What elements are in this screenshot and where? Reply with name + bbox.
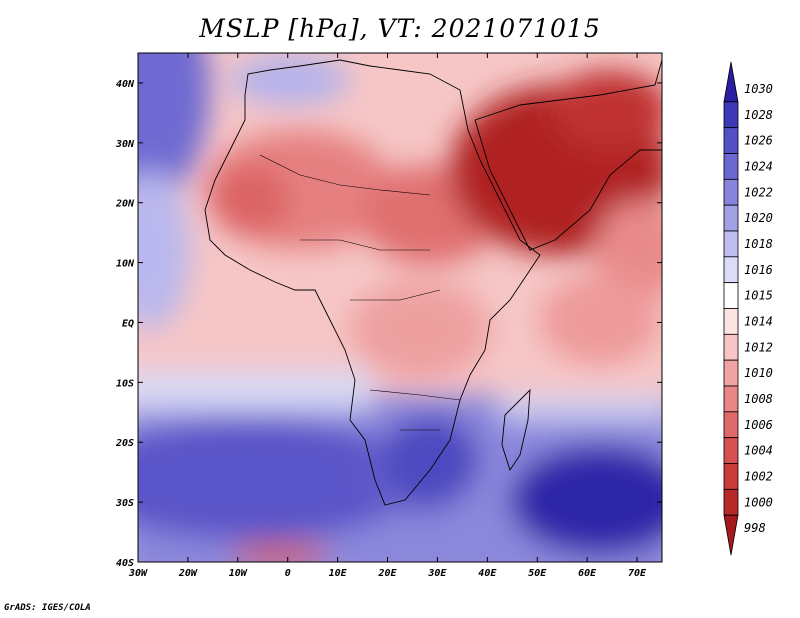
colorbar-swatch <box>723 308 739 335</box>
africa-coast <box>204 59 541 506</box>
lat-label: 40N <box>116 79 135 90</box>
lon-label: 20W <box>178 568 198 579</box>
pressure-field <box>138 53 662 562</box>
lon-label: 70E <box>628 568 647 579</box>
colorbar-swatch <box>723 359 739 387</box>
lon-label: 30E <box>427 568 447 579</box>
lon-label: 50E <box>528 568 547 579</box>
colorbar-swatch <box>723 230 739 258</box>
colorbar-label: 1030 <box>744 82 773 96</box>
map-title: MSLP [hPa], VT: 2021071015 <box>199 14 601 43</box>
coastlines <box>204 59 662 506</box>
colorbar-label: 1008 <box>744 392 773 406</box>
lon-label: 60E <box>578 568 597 579</box>
colorbar-label: 1028 <box>744 108 773 122</box>
lon-label: 10W <box>229 568 248 579</box>
lat-label: 30S <box>115 498 134 509</box>
colorbar-label: 1026 <box>744 134 773 148</box>
colorbar-label: 1000 <box>744 495 773 509</box>
colorbar-label: 1018 <box>744 237 773 251</box>
colorbar-label: 1024 <box>744 159 773 173</box>
colorbar-swatch <box>723 61 739 103</box>
lat-label: 10S <box>116 378 134 389</box>
colorbar-swatch <box>723 385 739 413</box>
country-borders <box>259 154 461 431</box>
colorbar-label: 1016 <box>744 263 773 277</box>
colorbar-swatch <box>723 282 739 309</box>
colorbar-swatch <box>723 256 739 284</box>
longitude-labels: 30W 20W 10W 0 10E 20E 30E 40E 50E 60E 70E <box>128 568 647 579</box>
latitude-labels: 40N 30N 20N 10N EQ 10S 20S 30S 40S <box>115 79 135 569</box>
axis-ticks <box>137 53 662 563</box>
colorbar-swatch <box>723 437 739 464</box>
map-frame <box>137 52 663 563</box>
lat-label: 30N <box>115 139 135 150</box>
colorbar-swatch <box>723 153 739 180</box>
lon-label: 10E <box>329 568 348 579</box>
colorbar-label: 1006 <box>744 418 773 432</box>
colorbar-label: 1020 <box>744 211 773 225</box>
colorbar-swatch <box>723 127 739 154</box>
lat-label: 20N <box>115 199 135 210</box>
grads-credit: GrADS: IGES/COLA <box>4 603 91 613</box>
colorbar-label: 1015 <box>744 289 773 303</box>
lat-label: 10N <box>116 259 135 270</box>
colorbar-label: 1022 <box>744 185 773 199</box>
colorbar-label: 1004 <box>744 444 773 458</box>
colorbar-label: 998 <box>744 521 766 535</box>
colorbar-swatch <box>723 514 739 556</box>
colorbar-swatch <box>723 101 739 129</box>
arabia-coast <box>474 59 662 251</box>
lon-label: 30W <box>128 568 148 579</box>
lat-label: 20S <box>115 438 134 449</box>
lat-label: EQ <box>122 318 134 329</box>
lon-label: 20E <box>377 568 397 579</box>
colorbar-swatch <box>723 488 739 516</box>
colorbar-swatch <box>723 333 739 361</box>
colorbar-swatch <box>723 411 739 439</box>
colorbar-label: 1010 <box>744 366 773 380</box>
lat-label: 40S <box>116 558 134 569</box>
colorbar-swatch <box>723 178 739 206</box>
colorbar: 1030 1028 1026 1024 1022 1020 1018 1016 1015 1014… <box>723 61 773 556</box>
colorbar-label: 1012 <box>744 340 773 354</box>
lon-label: 0 <box>285 568 291 579</box>
colorbar-swatch <box>723 463 739 490</box>
lon-label: 40E <box>478 568 497 579</box>
colorbar-label: 1014 <box>744 314 773 328</box>
colorbar-label: 1002 <box>744 469 773 483</box>
colorbar-swatch <box>723 204 739 232</box>
madagascar <box>501 388 531 472</box>
